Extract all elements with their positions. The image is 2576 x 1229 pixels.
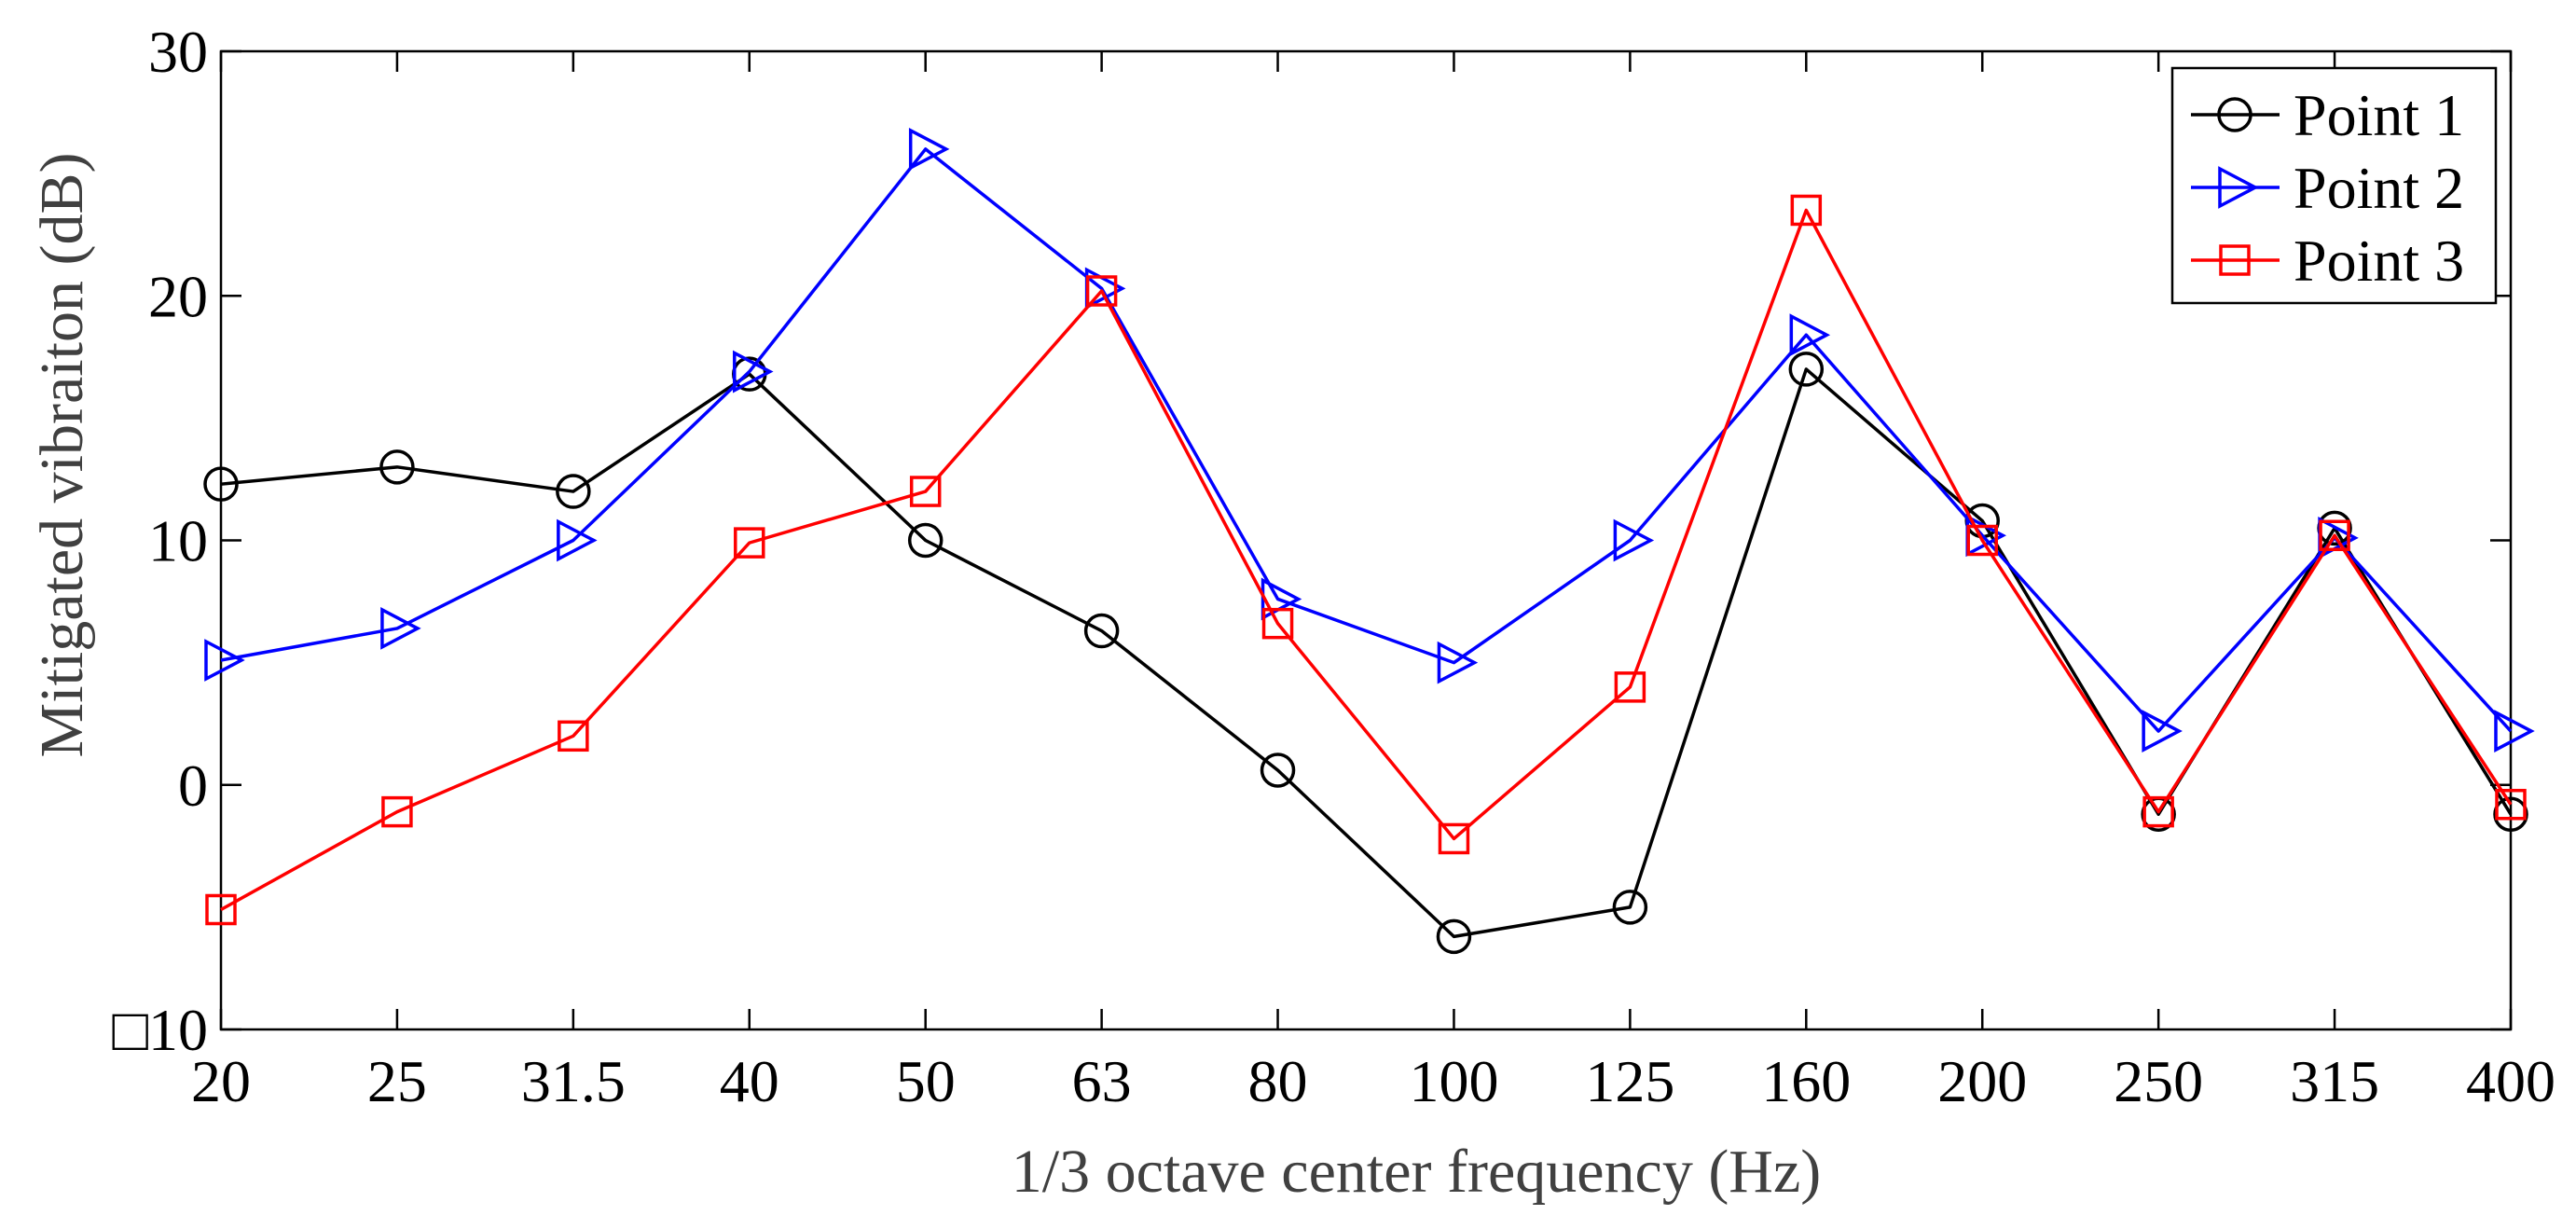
y-tick-labels: □10 0 10 20 30 [112, 19, 208, 1063]
axis-ticks [219, 49, 2513, 1031]
data-point-square [1790, 194, 1823, 227]
y-tick-label: 20 [148, 263, 208, 329]
y-axis-title: Mitigated vibraiton (dB) [28, 153, 96, 758]
legend-item: Point 1 [2191, 82, 2464, 148]
legend-label: Point 3 [2294, 228, 2464, 294]
data-point-square [558, 720, 589, 753]
plot-border [219, 49, 2513, 1031]
data-point-triangle [908, 128, 950, 171]
x-tick-label: 100 [1409, 1048, 1498, 1114]
plot-area [219, 49, 2513, 1031]
y-tick-label: 10 [148, 508, 208, 574]
data-point-circle [1260, 753, 1296, 788]
legend-item: Point 2 [2191, 155, 2464, 221]
data-point-circle [1083, 613, 1120, 649]
x-tick-label: 125 [1585, 1048, 1674, 1114]
data-point-square [205, 893, 237, 926]
series-line [220, 147, 2513, 733]
series-point-3 [205, 194, 2527, 926]
x-tick-label: 160 [1761, 1048, 1851, 1114]
data-point-square [1438, 822, 1470, 855]
data-point-circle [2217, 97, 2252, 132]
data-point-triangle [2142, 710, 2183, 753]
data-point-square [2495, 788, 2527, 821]
data-point-triangle [2494, 710, 2535, 753]
legend-label: Point 2 [2294, 155, 2464, 221]
data-point-square [2219, 244, 2251, 276]
x-tick-label: 250 [2114, 1048, 2203, 1114]
data-point-triangle [380, 607, 421, 650]
series-line [220, 367, 2513, 939]
legend-label: Point 1 [2294, 82, 2464, 148]
x-tick-label: 400 [2466, 1048, 2555, 1114]
data-point-triangle [2218, 166, 2259, 209]
data-point-circle [379, 449, 415, 485]
data-point-circle [2493, 796, 2528, 832]
data-point-triangle [1437, 641, 1479, 684]
data-point-square [1966, 524, 1998, 557]
series-line [220, 208, 2513, 912]
data-point-square [1614, 671, 1646, 703]
legend: Point 1 Point 2 Point 3 [2170, 66, 2498, 305]
data-point-square [2319, 519, 2350, 552]
x-tick-label: 80 [1248, 1048, 1308, 1114]
data-point-triangle [204, 639, 245, 682]
x-tick-label: 315 [2290, 1048, 2379, 1114]
data-point-circle [1436, 918, 1472, 955]
x-tick-label: 63 [1072, 1048, 1132, 1114]
data-point-circle [1612, 890, 1648, 925]
y-tick-label: □10 [112, 997, 208, 1063]
y-tick-label: 30 [148, 19, 208, 85]
x-tick-label: 31.5 [521, 1048, 626, 1114]
legend-item: Point 3 [2191, 228, 2464, 294]
data-point-square [734, 527, 765, 559]
data-point-square [1261, 607, 1294, 640]
data-point-triangle [557, 518, 598, 562]
data-point-circle [907, 522, 944, 559]
data-point-square [381, 795, 413, 828]
data-point-circle [556, 474, 591, 509]
x-tick-labels: 20 25 31.5 40 50 63 80 100 125 160 200 250 315 400 [191, 1048, 2555, 1114]
series-layer [203, 128, 2535, 955]
data-point-triangle [1789, 313, 1831, 357]
data-point-triangle [733, 350, 774, 394]
data-point-circle [1788, 352, 1825, 387]
x-tick-label: 40 [720, 1048, 779, 1114]
x-tick-label: 200 [1937, 1048, 2027, 1114]
x-tick-label: 25 [367, 1048, 427, 1114]
x-tick-label: 20 [191, 1048, 251, 1114]
x-axis-title: 1/3 octave center frequency (Hz) [1012, 1138, 1822, 1206]
y-tick-label: 0 [178, 753, 208, 819]
data-point-circle [203, 466, 239, 502]
x-tick-label: 50 [896, 1048, 956, 1114]
series-point-1 [203, 352, 2528, 955]
data-point-square [1085, 275, 1118, 307]
data-point-square [2142, 795, 2174, 828]
data-point-square [909, 476, 942, 507]
data-point-triangle [1613, 518, 1655, 562]
legend-box [2170, 66, 2498, 305]
